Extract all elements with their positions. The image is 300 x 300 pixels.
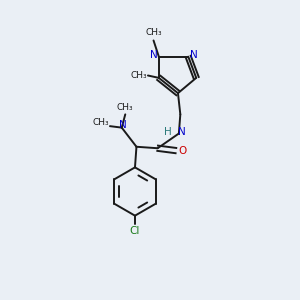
Text: N: N	[178, 127, 186, 137]
Text: CH₃: CH₃	[131, 71, 147, 80]
Text: CH₃: CH₃	[93, 118, 110, 127]
Text: H: H	[164, 127, 172, 137]
Text: N: N	[119, 120, 127, 130]
Text: N: N	[190, 50, 197, 61]
Text: Cl: Cl	[130, 226, 140, 236]
Text: O: O	[178, 146, 187, 156]
Text: CH₃: CH₃	[145, 28, 162, 37]
Text: N: N	[150, 50, 158, 61]
Text: CH₃: CH₃	[117, 103, 134, 112]
